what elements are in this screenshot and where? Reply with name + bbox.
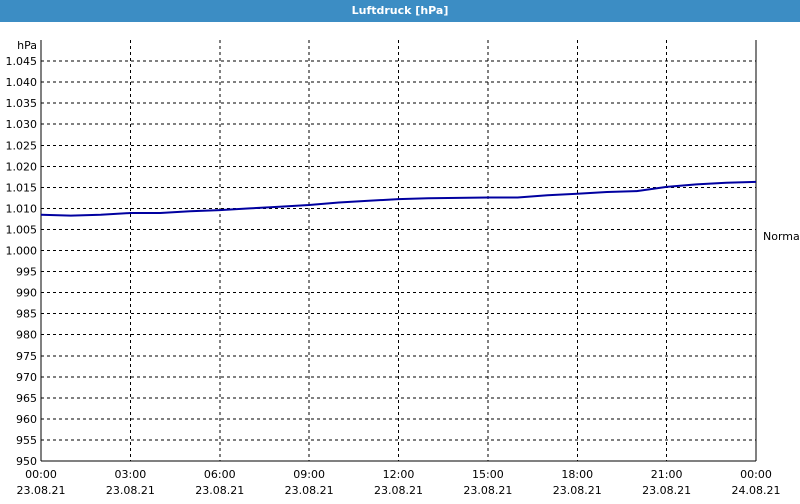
y-tick-label: 1.035: [6, 97, 38, 110]
chart-area: 950 955 960 965 970 975 980 985 990 995 1.000 1.005…: [0, 22, 800, 500]
x-tick-time-label: 15:00: [472, 468, 504, 481]
x-tick-time-label: 03:00: [115, 468, 147, 481]
y-tick-label: 995: [16, 266, 37, 279]
y-tick-label: 955: [16, 434, 37, 447]
x-tick-date-label: 23.08.21: [106, 484, 155, 497]
y-tick-label: 975: [16, 350, 37, 363]
y-tick-label: 1.015: [6, 181, 38, 194]
x-tick-date-label: 23.08.21: [195, 484, 244, 497]
x-tick-date-label: 23.08.21: [553, 484, 602, 497]
x-tick-time-label: 09:00: [293, 468, 325, 481]
x-tick-time-label: 18:00: [561, 468, 593, 481]
x-tick-date-label: 23.08.21: [374, 484, 423, 497]
x-tick-time-label: 21:00: [651, 468, 683, 481]
x-tick-date-label: 23.08.21: [285, 484, 334, 497]
y-tick-label: 980: [16, 329, 37, 342]
y-tick-label: 985: [16, 308, 37, 321]
y-tick-label: 1.000: [6, 245, 38, 258]
pressure-line-chart: 950 955 960 965 970 975 980 985 990 995 1.000 1.005…: [6, 39, 800, 497]
x-tick-date-label: 23.08.21: [463, 484, 512, 497]
y-tick-label: 960: [16, 413, 37, 426]
y-tick-label: 1.005: [6, 223, 38, 236]
x-tick-date-label: 23.08.21: [642, 484, 691, 497]
y-tick-label: 1.025: [6, 139, 38, 152]
y-tick-label: 1.010: [6, 202, 38, 215]
y-tick-label: 950: [16, 455, 37, 468]
y-tick-label: 1.020: [6, 160, 38, 173]
y-tick-label: 970: [16, 371, 37, 384]
x-tick-date-label: 23.08.21: [17, 484, 66, 497]
y-tick-label: 965: [16, 392, 37, 405]
x-tick-date-label: 24.08.21: [732, 484, 781, 497]
y-axis-label: hPa: [17, 39, 37, 52]
x-tick-time-label: 06:00: [204, 468, 236, 481]
pressure-series-line: [40, 180, 757, 217]
normal-annotation: Normal: [763, 230, 800, 243]
chart-title: Luftdruck [hPa]: [0, 0, 800, 22]
x-tick-time-label: 12:00: [383, 468, 415, 481]
x-tick-time-label: 00:00: [25, 468, 57, 481]
y-tick-label: 990: [16, 287, 37, 300]
y-tick-label: 1.045: [6, 55, 38, 68]
y-tick-label: 1.030: [6, 118, 38, 131]
x-tick-time-label: 00:00: [740, 468, 772, 481]
y-tick-label: 1.040: [6, 76, 38, 89]
